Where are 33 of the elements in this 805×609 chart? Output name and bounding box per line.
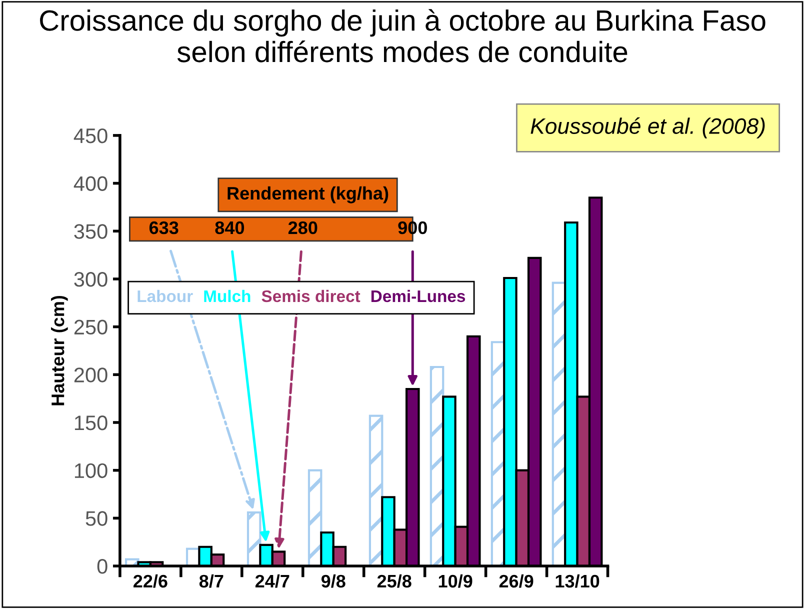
y-tick-label: 300 (74, 272, 108, 287)
text: Semis direct (262, 290, 360, 302)
x-tick-label: 10/9 (438, 574, 472, 588)
x-tick-label: 25/8 (377, 574, 412, 588)
y-tick-label: 0 (97, 559, 108, 574)
annotation: 633 (149, 221, 178, 234)
annotation: 280 (288, 221, 318, 234)
x-tick-label: 26/9 (499, 574, 534, 588)
y-tick-label: 150 (74, 415, 108, 430)
bar (368, 414, 384, 566)
text: Labour (138, 290, 193, 302)
bar (308, 469, 322, 566)
y-tick-label: 400 (74, 176, 108, 192)
x-tick-label: 13/10 (556, 574, 600, 588)
x-tick-label: 9/8 (321, 574, 346, 588)
y-tick-label: 450 (74, 128, 108, 144)
text: Mulch (204, 290, 250, 302)
annotation: 900 (398, 221, 427, 234)
x-tick-label: 22/6 (133, 574, 168, 588)
y-axis-title: Hauteur (cm) (50, 296, 68, 406)
bar (246, 511, 262, 566)
x-tick-label: 8/7 (199, 574, 224, 588)
y-tick-label: 50 (86, 511, 108, 526)
x-tick-label: 24/7 (255, 574, 290, 588)
y-tick-label: 100 (74, 463, 108, 478)
y-tick-label: 350 (74, 224, 108, 239)
annotation: Rendement (kg/ha) (228, 186, 388, 204)
text: Demi-Lunes (371, 290, 466, 302)
annotation: 840 (215, 221, 244, 234)
y-tick-label: 200 (74, 368, 108, 382)
y-tick-label: 250 (74, 320, 108, 335)
annotation: Koussoubé et al. (2008) (530, 117, 765, 138)
chart-title: Croissance du sorgho de juin à octobre au Burkina Faso selon différents modes de conduite (40, 9, 766, 62)
